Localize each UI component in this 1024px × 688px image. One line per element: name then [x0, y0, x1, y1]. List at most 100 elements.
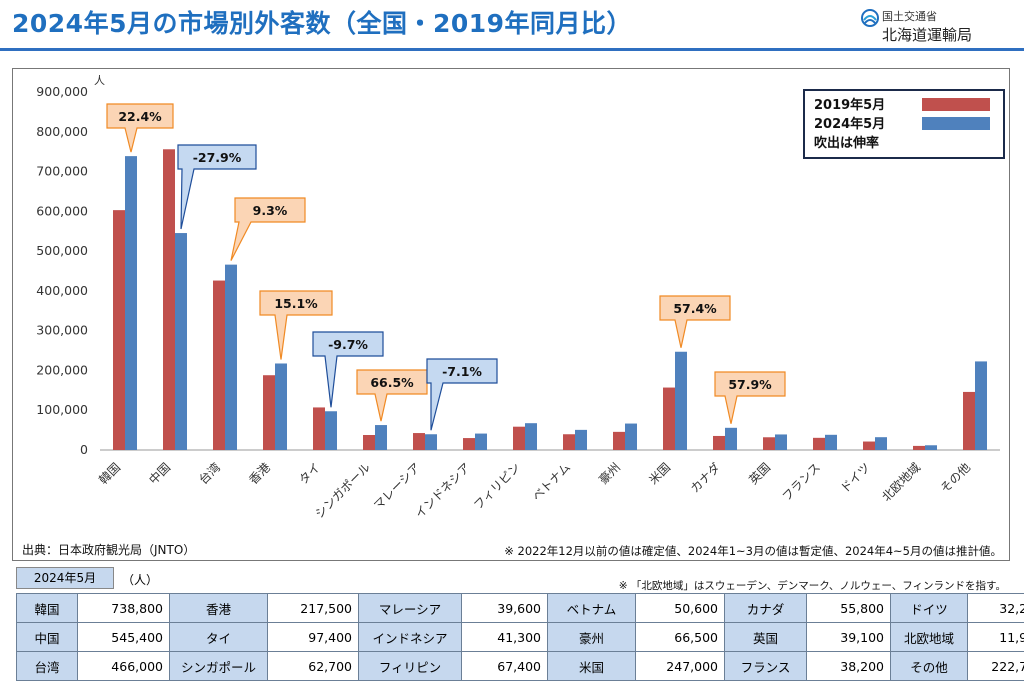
- growth-callout-label: -9.7%: [328, 337, 368, 352]
- table-cell-value: 50,600: [635, 593, 725, 623]
- growth-callout: [177, 144, 257, 230]
- growth-callout: [714, 371, 786, 424]
- org-ministry-name: 国土交通省: [882, 10, 937, 23]
- table-cell-label: インドネシア: [358, 622, 462, 652]
- table-cell-value: 55,800: [806, 593, 891, 623]
- y-tick-label: 600,000: [36, 203, 88, 218]
- bar-2024: [325, 411, 337, 450]
- growth-callout: [312, 331, 384, 408]
- x-tick-label: 北欧地域: [879, 460, 923, 504]
- table-cell-label: 英国: [724, 622, 807, 652]
- bar-2019: [213, 280, 225, 450]
- growth-callout-label: -27.9%: [193, 150, 242, 165]
- x-tick-label: ドイツ: [838, 460, 873, 495]
- growth-callout: [259, 290, 333, 360]
- x-tick-label: 豪州: [596, 460, 624, 488]
- table-cell-value: 67,400: [461, 651, 548, 681]
- mlit-logo-icon: [861, 9, 879, 27]
- bar-2024: [175, 233, 187, 450]
- bar-2024: [875, 437, 887, 450]
- table-cell-value: 39,600: [461, 593, 548, 623]
- bar-2024: [575, 429, 587, 450]
- y-tick-label: 300,000: [36, 323, 88, 338]
- bar-2019: [963, 391, 975, 450]
- growth-callout: [426, 358, 498, 431]
- y-tick-label: 200,000: [36, 362, 88, 377]
- table-cell-value: 545,400: [77, 622, 170, 652]
- table-cell-value: 62,700: [267, 651, 359, 681]
- table-cell-label: 中国: [16, 622, 78, 652]
- chart-frame: [12, 68, 1010, 561]
- bar-2019: [813, 437, 825, 450]
- org-bureau-name: 北海道運輸局: [882, 26, 973, 44]
- bar-2019: [863, 441, 875, 450]
- y-tick-label: 0: [80, 442, 88, 457]
- bar-chart: 0 100,000 200,000 300,000 400,000 500,000 600,…: [36, 74, 1005, 521]
- bar-2019: [363, 435, 375, 450]
- bar-2024: [675, 351, 687, 450]
- bar-2019: [263, 375, 275, 450]
- table-row: 中国 545,400 タイ 97,400 インドネシア 41,300 豪州 66,500…: [16, 622, 1024, 652]
- table-cell-label: 香港: [169, 593, 268, 623]
- growth-callout-label: 22.4%: [118, 109, 162, 124]
- bar-2024: [125, 156, 137, 451]
- growth-callout-label: 9.3%: [253, 203, 288, 218]
- page-title: 2024年5月の市場別外客数（全国・2019年同月比）: [12, 9, 633, 38]
- x-tick-label: 台湾: [196, 460, 224, 488]
- bar-2024: [425, 434, 437, 450]
- y-tick-label: 800,000: [36, 124, 88, 139]
- bar-2024: [825, 434, 837, 450]
- bar-2019: [113, 210, 125, 450]
- x-tick-label: タイ: [296, 460, 323, 487]
- x-tick-label: マレーシア: [371, 460, 423, 512]
- table-cell-value: 41,300: [461, 622, 548, 652]
- bar-2019: [413, 433, 425, 450]
- table-cell-value: 217,500: [267, 593, 359, 623]
- ministry-logo: 国土交通省 北海道運輸局: [860, 8, 1020, 48]
- bar-2019: [913, 445, 925, 450]
- x-tick-label: カナダ: [687, 460, 723, 496]
- legend-swatch: [922, 117, 990, 130]
- table-cell-label: 台湾: [16, 651, 78, 681]
- growth-callout-label: 57.4%: [673, 301, 717, 316]
- table-cell-label: その他: [890, 651, 968, 681]
- x-tick-label: 英国: [746, 460, 773, 487]
- table-row: 台湾 466,000 シンガポール 62,700 フィリピン 67,400 米国 247…: [16, 651, 1024, 681]
- bar-2019: [663, 387, 675, 450]
- bar-2019: [613, 431, 625, 450]
- x-tick-label: 米国: [646, 460, 673, 487]
- table-cell-label: ドイツ: [890, 593, 968, 623]
- table-cell-value: 247,000: [635, 651, 725, 681]
- legend-label: 2024年5月: [814, 116, 885, 132]
- table-cell-label: タイ: [169, 622, 268, 652]
- growth-callout-label: -7.1%: [442, 364, 482, 379]
- table-cell-value: 738,800: [77, 593, 170, 623]
- nordic-note: ※ 「北欧地域」はスウェーデン、デンマーク、ノルウェー、フィンランドを指す。: [618, 580, 1006, 592]
- bar-2019: [163, 149, 175, 450]
- bar-2019: [763, 437, 775, 450]
- x-tick-label: フィリピン: [471, 460, 523, 512]
- title-rule: [0, 48, 1024, 51]
- x-tick-label: ベトナム: [530, 460, 574, 504]
- y-tick-label: 100,000: [36, 402, 88, 417]
- y-tick-label: 900,000: [36, 84, 88, 99]
- legend-swatch: [922, 98, 990, 111]
- x-tick-label: その他: [938, 460, 973, 495]
- table-unit: （人）: [122, 573, 159, 587]
- table-cell-value: 32,200: [967, 593, 1024, 623]
- growth-callout-label: 66.5%: [370, 375, 414, 390]
- x-tick-label: 中国: [146, 460, 174, 488]
- bar-2024: [275, 363, 287, 450]
- table-row: 韓国 738,800 香港 217,500 マレーシア 39,600 ベトナム 50,6…: [16, 593, 1024, 623]
- table-cell-value: 222,700: [967, 651, 1024, 681]
- bar-2024: [525, 423, 537, 450]
- legend-label: 2019年5月: [814, 97, 885, 113]
- bar-2019: [563, 434, 575, 450]
- table-cell-value: 97,400: [267, 622, 359, 652]
- table-cell-value: 11,900: [967, 622, 1024, 652]
- bar-2019: [713, 435, 725, 450]
- y-tick-label: 500,000: [36, 243, 88, 258]
- growth-callout-label: 57.9%: [728, 377, 772, 392]
- bar-2019: [313, 407, 325, 450]
- table-cell-label: フィリピン: [358, 651, 462, 681]
